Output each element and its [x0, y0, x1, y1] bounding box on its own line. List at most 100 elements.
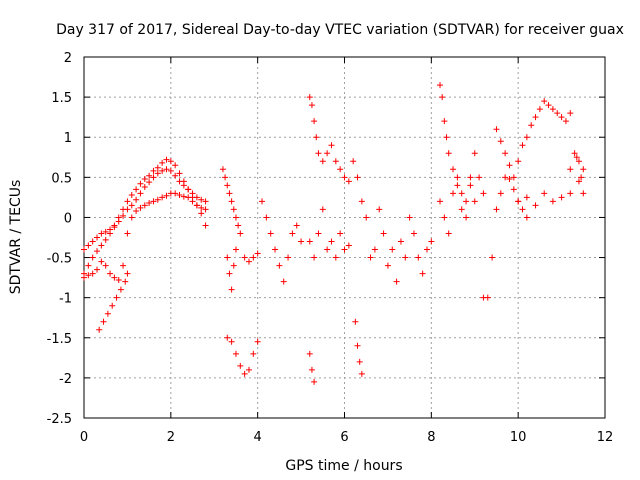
data-point	[117, 286, 124, 293]
data-point	[124, 206, 131, 213]
series-block-3h	[219, 166, 244, 293]
data-point	[308, 102, 315, 109]
data-point	[315, 230, 322, 237]
data-point	[450, 166, 457, 173]
data-point	[319, 158, 326, 165]
data-point	[389, 246, 396, 253]
data-point	[172, 190, 179, 197]
y-tick-label: -2.5	[47, 412, 72, 427]
data-point	[523, 134, 530, 141]
data-point	[150, 167, 157, 174]
data-point	[554, 110, 561, 117]
y-tick-label: -1	[59, 292, 72, 307]
data-point	[441, 118, 448, 125]
series-arc-9h	[480, 174, 530, 301]
data-point	[124, 198, 131, 205]
data-point	[410, 230, 417, 237]
data-point	[445, 150, 452, 157]
data-point	[506, 162, 513, 169]
data-point	[380, 230, 387, 237]
data-point	[580, 190, 587, 197]
data-point	[484, 294, 491, 301]
data-point	[311, 118, 318, 125]
data-point	[441, 214, 448, 221]
data-point	[89, 270, 96, 277]
data-point	[81, 274, 87, 281]
data-point	[306, 238, 313, 245]
data-point	[443, 134, 450, 141]
x-tick-label: 2	[167, 430, 175, 445]
data-point	[319, 206, 326, 213]
data-point	[228, 198, 235, 205]
data-point	[198, 204, 205, 211]
data-point	[102, 262, 109, 269]
data-point	[202, 222, 209, 229]
data-point	[578, 174, 585, 181]
data-point	[471, 198, 478, 205]
data-point	[571, 150, 578, 157]
data-point	[228, 338, 235, 345]
data-point	[115, 277, 122, 284]
series-arc-b	[81, 166, 209, 277]
series-arc-10h	[493, 98, 574, 181]
data-point	[98, 258, 105, 265]
data-point	[159, 159, 166, 166]
data-point	[519, 142, 526, 149]
data-point	[85, 242, 92, 249]
data-point	[185, 186, 192, 193]
data-point	[137, 204, 144, 211]
y-tick-label: 1.5	[51, 91, 72, 106]
data-point	[280, 278, 287, 285]
data-point	[237, 230, 244, 237]
data-point	[259, 198, 266, 205]
data-point	[415, 254, 422, 261]
chart-title: Day 317 of 2017, Sidereal Day-to-day VTE…	[56, 22, 624, 38]
data-point	[89, 254, 96, 261]
data-point	[154, 196, 161, 203]
y-axis-label: SDTVAR / TECUs	[8, 180, 24, 295]
data-point	[245, 258, 252, 265]
data-point	[226, 190, 233, 197]
data-point	[198, 196, 205, 203]
data-point	[285, 254, 292, 261]
data-point	[575, 178, 582, 185]
data-point	[345, 178, 352, 185]
x-tick-label: 12	[597, 430, 614, 445]
data-point	[497, 190, 504, 197]
data-point	[141, 202, 148, 209]
data-point	[159, 167, 166, 174]
data-point	[354, 342, 361, 349]
data-point	[141, 183, 148, 190]
data-point	[267, 230, 274, 237]
data-point	[354, 174, 361, 181]
data-point	[558, 194, 565, 201]
data-point	[528, 122, 535, 129]
data-point	[423, 246, 430, 253]
data-point	[502, 150, 509, 157]
data-point	[567, 166, 574, 173]
data-point	[133, 196, 140, 203]
data-point	[167, 158, 174, 165]
data-point	[176, 170, 183, 177]
series-cluster-8h	[437, 82, 478, 205]
data-point	[575, 158, 582, 165]
data-point	[120, 212, 127, 219]
data-point	[150, 174, 157, 181]
data-point	[458, 206, 465, 213]
data-point	[100, 318, 107, 325]
series-tail-11h	[567, 150, 587, 197]
data-point	[128, 202, 135, 209]
data-point	[406, 214, 413, 221]
data-point	[523, 214, 530, 221]
data-point	[471, 150, 478, 157]
x-tick-label: 6	[340, 430, 348, 445]
grid-lines	[84, 57, 605, 418]
data-point	[133, 186, 140, 193]
series-dip-6h	[352, 318, 365, 377]
data-point	[224, 254, 231, 261]
data-point	[137, 180, 144, 187]
data-point	[311, 254, 318, 261]
data-point	[445, 230, 452, 237]
y-tick-label: 0.5	[51, 171, 72, 186]
data-point	[128, 214, 135, 221]
